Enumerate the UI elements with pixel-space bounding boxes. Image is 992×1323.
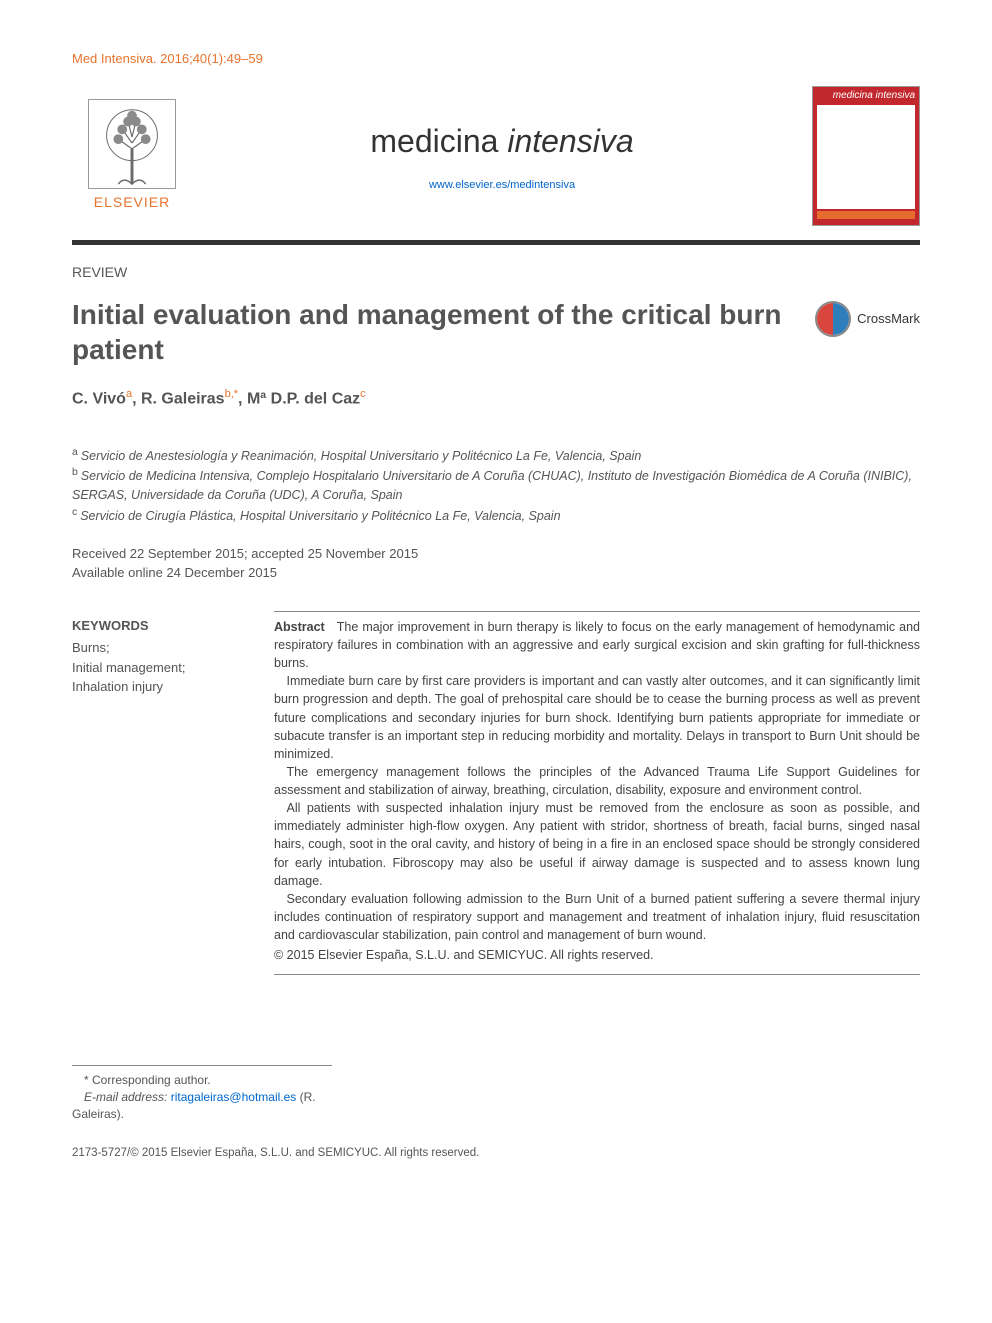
journal-name-italic: intensiva xyxy=(507,123,633,159)
affiliations: aServicio de Anestesiología y Reanimació… xyxy=(72,445,920,526)
abstract-column: Abstract The major improvement in burn t… xyxy=(274,611,920,975)
running-head: Med Intensiva. 2016;40(1):49–59 xyxy=(72,50,920,68)
article-title: Initial evaluation and management of the… xyxy=(72,297,795,367)
email-label: E-mail address: xyxy=(84,1090,167,1104)
crossmark-label: CrossMark xyxy=(857,310,920,328)
received-accepted: Received 22 September 2015; accepted 25 … xyxy=(72,544,920,564)
cover-title: medicina intensiva xyxy=(817,91,915,101)
available-online: Available online 24 December 2015 xyxy=(72,563,920,583)
abstract-copyright: © 2015 Elsevier España, S.L.U. and SEMIC… xyxy=(274,946,920,964)
affiliation-b: bServicio de Medicina Intensiva, Complej… xyxy=(72,465,920,505)
crossmark-icon xyxy=(815,301,851,337)
abstract-block: KEYWORDS Burns;Initial management;Inhala… xyxy=(72,611,920,975)
corresp-text: Corresponding author. xyxy=(92,1073,211,1087)
masthead-center: medicina intensiva www.elsevier.es/medin… xyxy=(210,119,794,193)
affiliation-c: cServicio de Cirugía Plástica, Hospital … xyxy=(72,505,920,526)
corresponding-email: E-mail address: ritagaleiras@hotmail.es … xyxy=(72,1089,332,1123)
affil-text: Servicio de Cirugía Plástica, Hospital U… xyxy=(80,509,560,523)
keywords-list: Burns;Initial management;Inhalation inju… xyxy=(72,638,244,697)
abstract-p1-text: The major improvement in burn therapy is… xyxy=(274,620,920,670)
publisher-name: ELSEVIER xyxy=(94,193,170,213)
corresp-marker: * xyxy=(84,1073,89,1087)
journal-name: medicina intensiva xyxy=(370,119,633,164)
affil-sup: c xyxy=(72,507,77,518)
affil-sup: a xyxy=(72,447,78,458)
affil-sup: b xyxy=(72,467,78,478)
footnotes: * Corresponding author. E-mail address: … xyxy=(72,1065,332,1122)
masthead-rule xyxy=(72,240,920,245)
journal-url-link[interactable]: www.elsevier.es/medintensiva xyxy=(429,178,575,193)
masthead: ELSEVIER medicina intensiva www.elsevier… xyxy=(72,86,920,234)
cover-footer xyxy=(817,211,915,219)
keywords-heading: KEYWORDS xyxy=(72,617,244,635)
email-link[interactable]: ritagaleiras@hotmail.es xyxy=(171,1090,297,1104)
article-type: REVIEW xyxy=(72,263,920,283)
article-dates: Received 22 September 2015; accepted 25 … xyxy=(72,544,920,583)
journal-name-plain: medicina xyxy=(370,123,498,159)
abstract-heading: Abstract xyxy=(274,620,325,634)
affil-text: Servicio de Medicina Intensiva, Complejo… xyxy=(72,470,912,503)
abstract-p4: All patients with suspected inhalation i… xyxy=(274,799,920,890)
abstract-p5: Secondary evaluation following admission… xyxy=(274,890,920,944)
authors: C. Vivóa, R. Galeirasb,*, Mª D.P. del Ca… xyxy=(72,387,920,411)
page-copyright: 2173-5727/© 2015 Elsevier España, S.L.U.… xyxy=(72,1145,920,1161)
corresponding-author: * Corresponding author. xyxy=(72,1072,332,1089)
abstract-p3: The emergency management follows the pri… xyxy=(274,763,920,799)
keywords-column: KEYWORDS Burns;Initial management;Inhala… xyxy=(72,611,244,975)
title-row: Initial evaluation and management of the… xyxy=(72,297,920,387)
elsevier-tree-icon xyxy=(88,99,176,189)
affil-text: Servicio de Anestesiología y Reanimación… xyxy=(81,449,641,463)
cover-body xyxy=(817,105,915,209)
abstract-p2: Immediate burn care by first care provid… xyxy=(274,672,920,763)
affiliation-a: aServicio de Anestesiología y Reanimació… xyxy=(72,445,920,466)
journal-cover-thumbnail: medicina intensiva xyxy=(812,86,920,226)
abstract-p1: Abstract The major improvement in burn t… xyxy=(274,618,920,672)
publisher-logo: ELSEVIER xyxy=(72,99,192,213)
crossmark-badge[interactable]: CrossMark xyxy=(815,301,920,337)
